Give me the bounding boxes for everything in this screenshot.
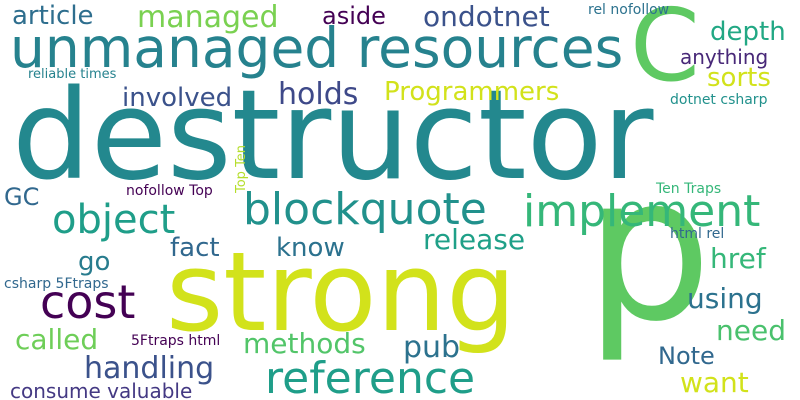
word-c: C — [630, 0, 700, 104]
word-programmers: Programmers — [384, 77, 559, 107]
word-aside: aside — [322, 2, 386, 30]
word-note: Note — [658, 342, 715, 370]
word-blockquote: blockquote — [243, 184, 487, 235]
word-article: article — [12, 1, 94, 31]
word-using: using — [687, 282, 763, 315]
word-top-ten: Top Ten — [234, 145, 249, 194]
word-reliable-times: reliable times — [28, 67, 117, 82]
word-implement: implement — [523, 186, 760, 237]
word-destructor: destructor — [12, 64, 653, 208]
word-release: release — [423, 223, 525, 256]
word-managed: managed — [137, 0, 279, 35]
word-csharp-5ftraps: csharp 5Ftraps — [4, 276, 109, 292]
word-know: know — [276, 233, 345, 263]
word-gc: GC — [4, 183, 39, 211]
word-holds: holds — [278, 77, 358, 112]
word-want: want — [680, 366, 749, 399]
word-need: need — [716, 314, 786, 347]
word-involved: involved — [122, 83, 232, 113]
word-unmanaged-resources: unmanaged resources — [10, 16, 623, 80]
word-5ftraps-html: 5Ftraps html — [131, 333, 220, 349]
word-p: p — [585, 133, 712, 366]
word-ten-traps: Ten Traps — [655, 181, 721, 197]
word-pub: pub — [403, 330, 460, 365]
word-html-rel: html rel — [670, 226, 724, 242]
word-methods: methods — [243, 327, 366, 360]
word-href: href — [710, 242, 767, 275]
word-depth: depth — [710, 17, 786, 47]
word-cost: cost — [40, 275, 135, 329]
word-nofollow-top: nofollow Top — [126, 183, 213, 199]
word-called: called — [15, 323, 98, 356]
word-fact: fact — [170, 233, 220, 263]
word-ondotnet: ondotnet — [423, 0, 550, 33]
word-rel-nofollow: rel nofollow — [588, 2, 669, 18]
word-reference: reference — [265, 353, 475, 400]
word-dotnet-csharp: dotnet csharp — [670, 92, 768, 108]
word-strong: strong — [166, 228, 516, 356]
word-anything: anything — [680, 45, 768, 69]
word-consume-valuable: consume valuable — [10, 379, 192, 400]
word-sorts: sorts — [707, 63, 771, 93]
word-handling: handling — [84, 351, 214, 386]
word-object: object — [52, 197, 175, 243]
word-go: go — [78, 247, 110, 277]
